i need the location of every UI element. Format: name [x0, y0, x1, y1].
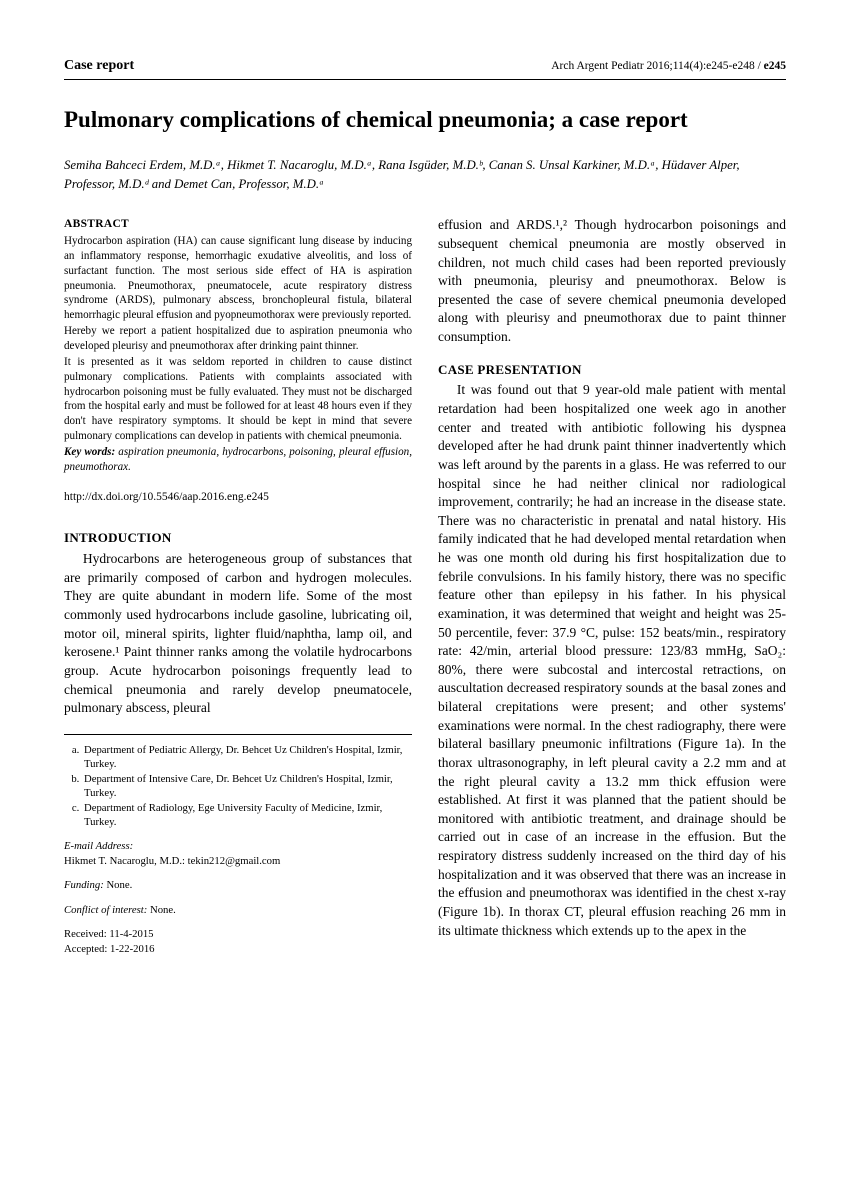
abstract-heading: ABSTRACT — [64, 216, 412, 233]
coi-label: Conflict of interest: — [64, 904, 147, 916]
right-lead-para: effusion and ARDS.¹,² Though hydrocarbon… — [438, 216, 786, 346]
affiliation-item: Department of Pediatric Allergy, Dr. Beh… — [82, 743, 412, 772]
page-header: Case report Arch Argent Pediatr 2016;114… — [64, 56, 786, 80]
content-columns: ABSTRACT Hydrocarbon aspiration (HA) can… — [64, 216, 786, 956]
email-label: E-mail Address: — [64, 839, 412, 853]
affiliation-list: Department of Pediatric Allergy, Dr. Beh… — [64, 743, 412, 830]
affiliation-item: Department of Intensive Care, Dr. Behcet… — [82, 772, 412, 801]
author-list: Semiha Bahceci Erdem, M.D.ᵃ, Hikmet T. N… — [64, 156, 786, 194]
case-para: It was found out that 9 year-old male pa… — [438, 381, 786, 940]
email-block: E-mail Address: Hikmet T. Nacaroglu, M.D… — [64, 839, 412, 868]
keywords-list: aspiration pneumonia, hydrocarbons, pois… — [64, 446, 412, 473]
footnotes: Department of Pediatric Allergy, Dr. Beh… — [64, 734, 412, 956]
introduction-body: Hydrocarbons are heterogeneous group of … — [64, 550, 412, 718]
keywords: Key words: aspiration pneumonia, hydroca… — [64, 445, 412, 475]
email-value: Hikmet T. Nacaroglu, M.D.: tekin212@gmai… — [64, 854, 412, 868]
funding-block: Funding: None. — [64, 878, 412, 892]
abstract-para: Hydrocarbon aspiration (HA) can cause si… — [64, 234, 412, 323]
funding-label: Funding: — [64, 879, 104, 891]
abstract-body: Hydrocarbon aspiration (HA) can cause si… — [64, 234, 412, 475]
right-lead-text: effusion and ARDS.¹,² Though hydrocarbon… — [438, 216, 786, 346]
received-date: Received: 11-4-2015 — [64, 927, 412, 941]
funding-value: None. — [104, 879, 133, 891]
doi-link[interactable]: http://dx.doi.org/10.5546/aap.2016.eng.e… — [64, 489, 412, 506]
affiliation-item: Department of Radiology, Ege University … — [82, 801, 412, 830]
accepted-date: Accepted: 1-22-2016 — [64, 942, 412, 956]
page-number: e245 — [764, 60, 786, 72]
coi-value: None. — [147, 904, 176, 916]
left-column: ABSTRACT Hydrocarbon aspiration (HA) can… — [64, 216, 412, 956]
introduction-para: Hydrocarbons are heterogeneous group of … — [64, 550, 412, 718]
case-heading: CASE PRESENTATION — [438, 361, 786, 380]
right-column: effusion and ARDS.¹,² Though hydrocarbon… — [438, 216, 786, 956]
abstract-para: It is presented as it was seldom reporte… — [64, 355, 412, 444]
section-label: Case report — [64, 56, 134, 76]
keywords-label: Key words: — [64, 446, 115, 458]
dates-block: Received: 11-4-2015 Accepted: 1-22-2016 — [64, 927, 412, 956]
article-title: Pulmonary complications of chemical pneu… — [64, 106, 786, 134]
case-body: It was found out that 9 year-old male pa… — [438, 381, 786, 940]
journal-reference: Arch Argent Pediatr 2016;114(4):e245-e24… — [551, 58, 786, 75]
introduction-heading: INTRODUCTION — [64, 529, 412, 548]
coi-block: Conflict of interest: None. — [64, 903, 412, 917]
abstract-para: Hereby we report a patient hospitalized … — [64, 324, 412, 354]
journal-citation: Arch Argent Pediatr 2016;114(4):e245-e24… — [551, 60, 763, 72]
